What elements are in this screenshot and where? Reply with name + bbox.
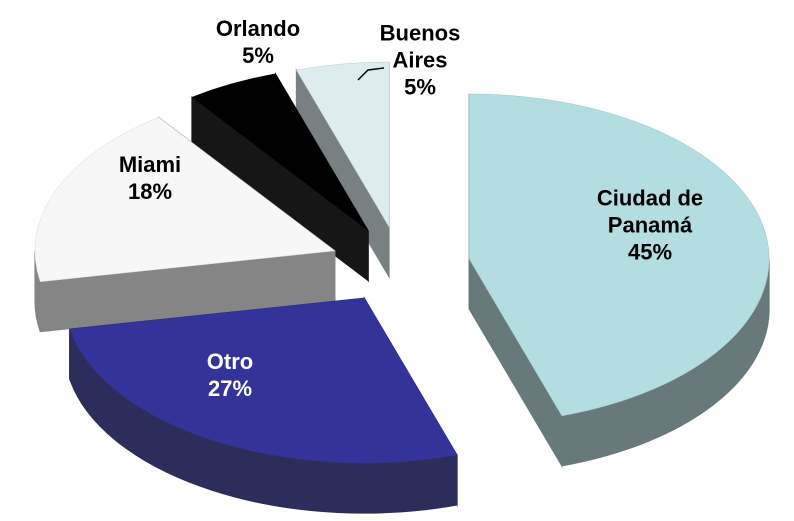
leader-line — [357, 67, 385, 81]
value-label: 5% — [242, 43, 274, 68]
value-label: 45% — [627, 239, 673, 265]
slices — [34, 61, 770, 514]
category-label: Orlando — [215, 16, 301, 41]
category-label: Miami — [118, 152, 182, 177]
value-label: 27% — [207, 376, 253, 401]
data-label: Orlando 5% — [198, 15, 318, 69]
category-label: Buenos Aires — [379, 20, 461, 73]
data-label: Buenos Aires 5% — [370, 20, 470, 101]
slice — [34, 117, 336, 283]
slice — [191, 73, 369, 231]
slice — [69, 297, 458, 464]
data-label: Miami 18% — [90, 151, 210, 205]
data-label: Ciudad de Panamá 45% — [575, 185, 725, 266]
slice — [295, 61, 390, 228]
slice — [468, 93, 770, 417]
category-label: Ciudad de Panamá — [596, 185, 704, 238]
category-label: Otro — [206, 349, 254, 374]
value-label: 18% — [127, 179, 173, 204]
data-label: Otro 27% — [170, 348, 290, 402]
value-label: 5% — [404, 74, 436, 100]
